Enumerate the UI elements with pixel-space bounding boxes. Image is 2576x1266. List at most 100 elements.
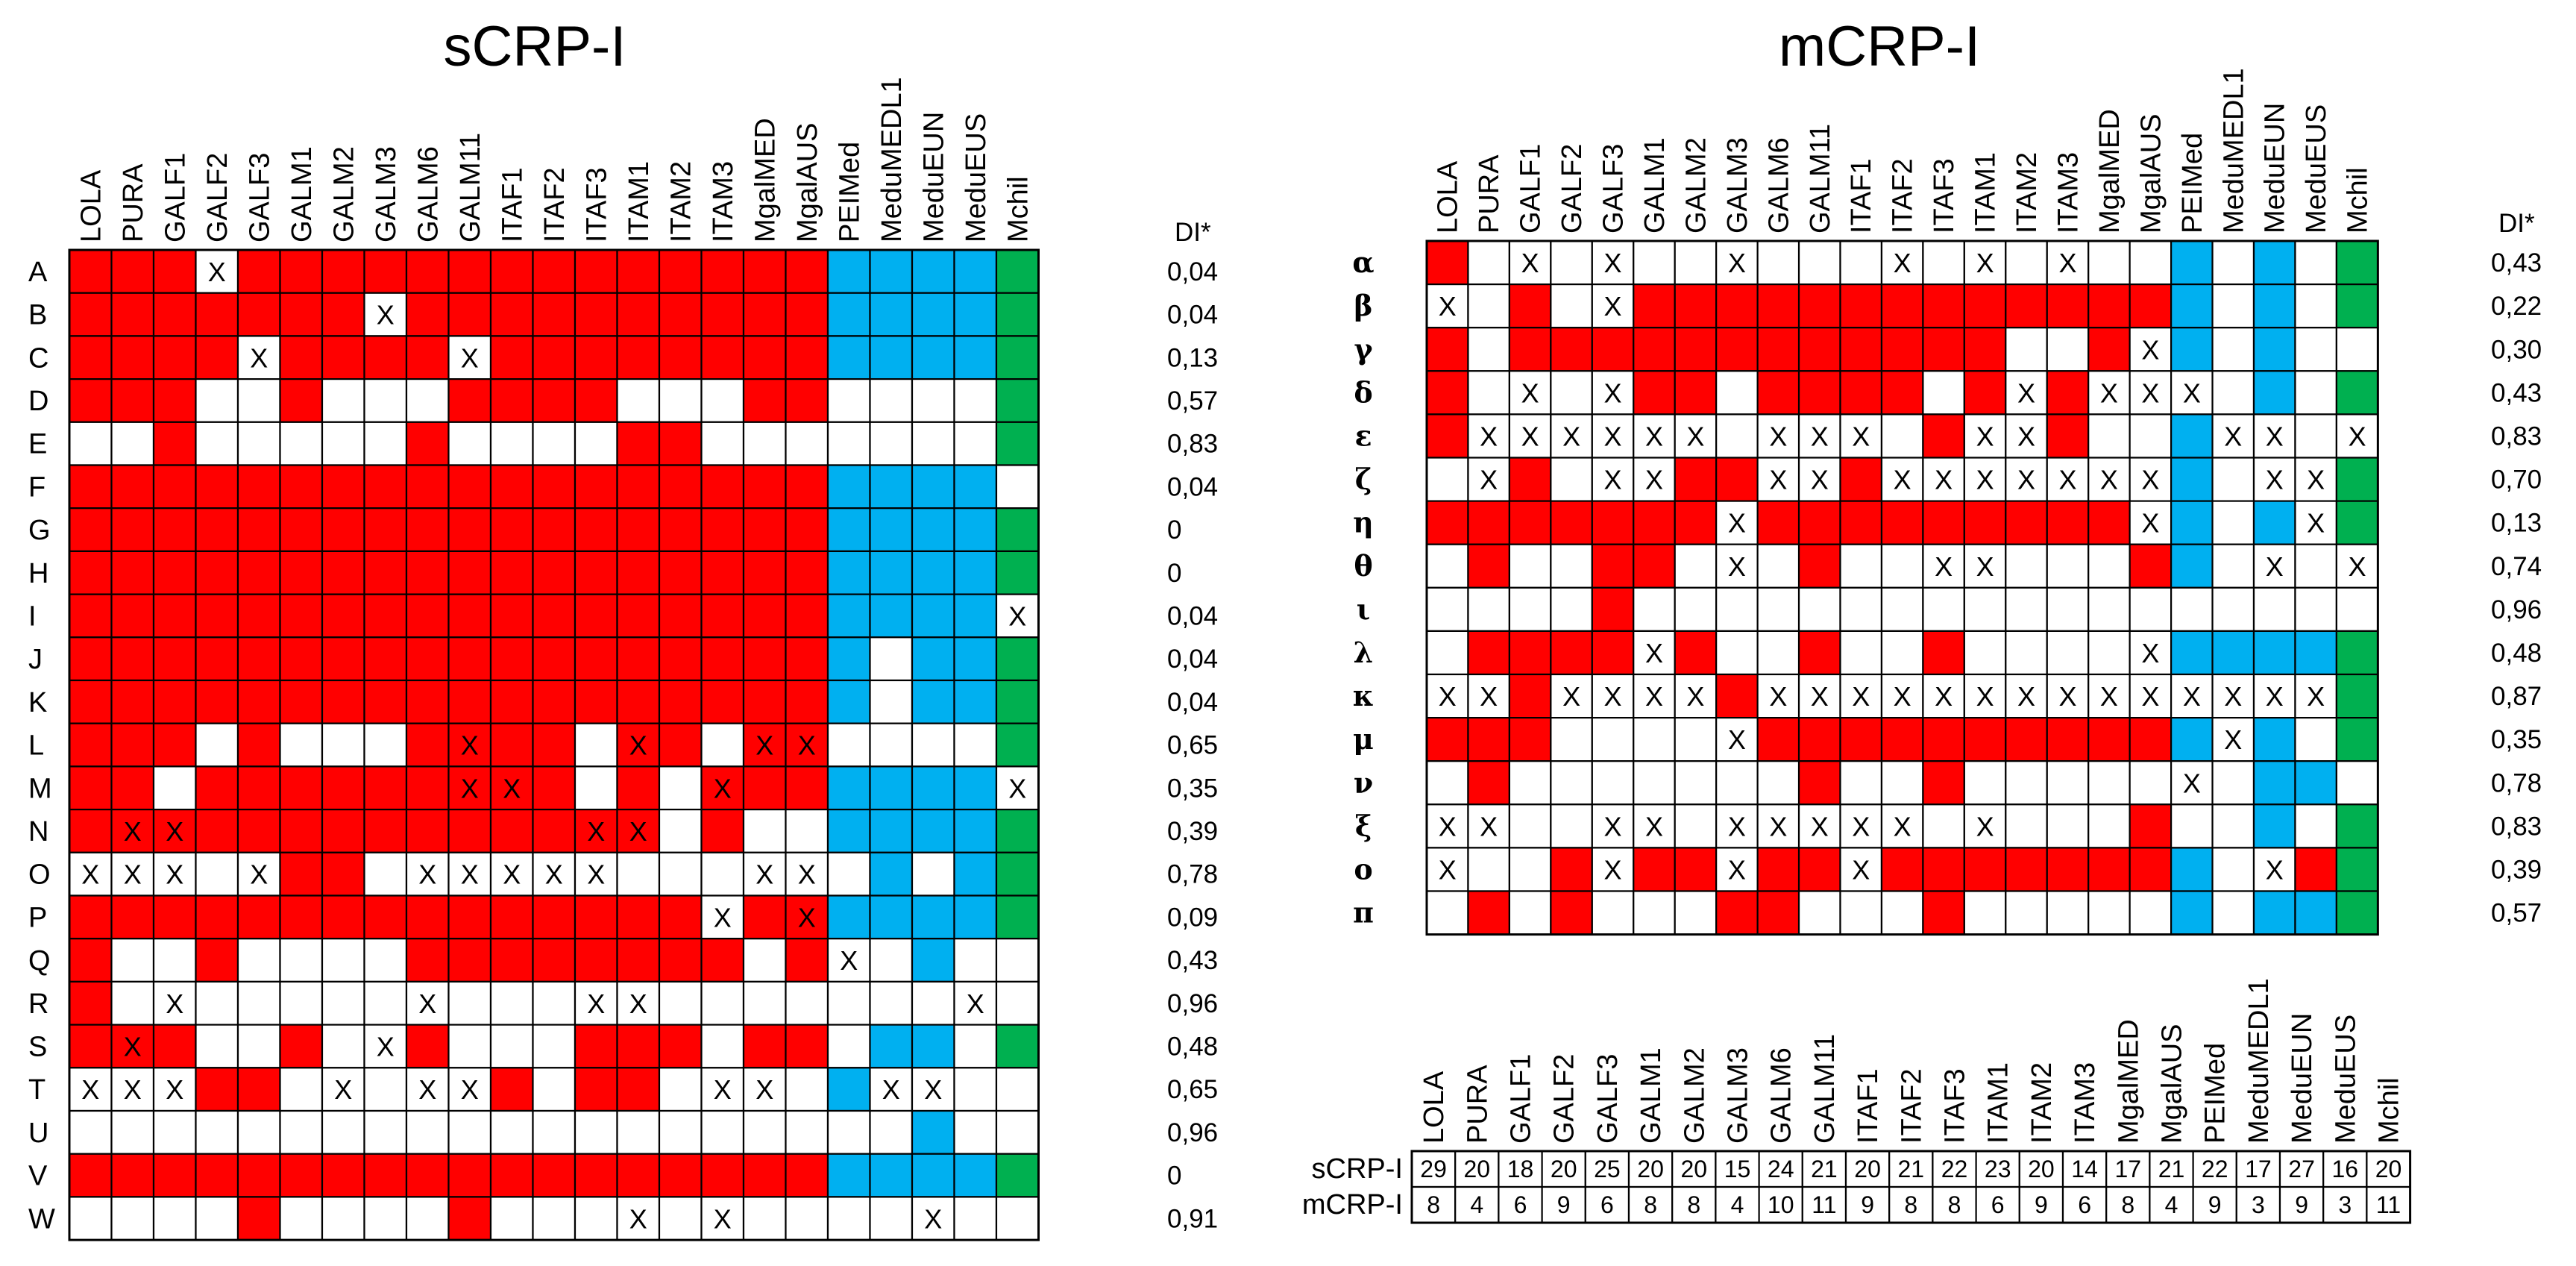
scrp-cell	[574, 292, 618, 337]
scrp-cell	[953, 421, 998, 466]
mcrp-cell	[2129, 760, 2173, 806]
mcrp-column-header: GALM3	[1722, 137, 1753, 234]
mcrp-x-mark: X	[2017, 681, 2035, 712]
scrp-cell	[532, 1153, 577, 1198]
scrp-cell	[489, 335, 534, 380]
mcrp-cell	[1797, 803, 1841, 849]
scrp-cell	[658, 765, 703, 811]
mcrp-x-mark: X	[2058, 681, 2076, 712]
scrp-row-label: L	[28, 730, 44, 762]
mcrp-row-label: μ	[1353, 722, 1374, 756]
scrp-cell	[447, 765, 492, 811]
scrp-cell	[447, 894, 492, 940]
scrp-grid-frame	[68, 248, 1040, 1241]
mcrp-cell	[1715, 803, 1759, 849]
scrp-cell	[447, 292, 492, 337]
mcrp-cell	[1425, 716, 1469, 762]
scrp-cell	[532, 248, 577, 294]
mcrp-cell	[2087, 413, 2131, 459]
scrp-x-mark: X	[250, 859, 268, 890]
scrp-cell	[742, 808, 787, 853]
scrp-cell	[785, 593, 829, 639]
scrp-cell	[742, 550, 787, 595]
scrp-cell	[869, 722, 914, 768]
mcrp-cell	[2046, 543, 2090, 589]
mcrp-cell	[1963, 760, 2007, 806]
scrp-cell	[785, 679, 829, 724]
scrp-cell	[152, 765, 197, 811]
scrp-cell	[110, 335, 155, 380]
scrp-di-value: 0,04	[1167, 257, 1218, 286]
scrp-cell	[236, 808, 281, 853]
mcrp-cell	[1467, 327, 1510, 372]
scrp-cell	[869, 851, 914, 897]
scrp-cell	[532, 1024, 577, 1069]
mcrp-cell	[1839, 716, 1883, 762]
scrp-cell	[616, 464, 661, 510]
mcrp-x-mark: X	[1976, 248, 1994, 278]
mcrp-cell	[2005, 760, 2048, 806]
mcrp-cell	[1674, 543, 1718, 589]
scrp-cell	[279, 421, 324, 466]
scrp-cell	[152, 335, 197, 380]
mcrp-x-mark: X	[2224, 421, 2242, 451]
mcrp-cell	[1550, 283, 1593, 329]
scrp-di-value: 0,96	[1167, 1118, 1218, 1147]
scrp-cell	[363, 378, 408, 423]
scrp-x-mark: X	[714, 1074, 732, 1105]
scrp-x-mark: X	[840, 945, 858, 976]
mcrp-cell	[1633, 239, 1676, 286]
mcrp-cell	[1797, 890, 1841, 936]
counts-value: 21	[1898, 1156, 1925, 1182]
scrp-cell	[700, 507, 745, 553]
counts-column-header: GALM3	[1723, 1047, 1754, 1144]
scrp-cell	[110, 1024, 155, 1069]
mcrp-cell	[1550, 327, 1593, 372]
mcrp-row-label: κ	[1353, 679, 1374, 712]
mcrp-cell	[1880, 847, 1924, 892]
mcrp-x-mark: X	[2017, 465, 2035, 495]
counts-value: 8	[1948, 1191, 1961, 1218]
scrp-cell	[785, 1024, 829, 1069]
mcrp-x-mark: X	[1769, 465, 1787, 495]
mcrp-x-mark: X	[2183, 681, 2201, 712]
scrp-cell	[869, 378, 914, 423]
scrp-cell	[742, 421, 787, 466]
scrp-cell	[826, 1153, 871, 1198]
mcrp-x-mark: X	[1480, 811, 1498, 842]
scrp-di-value: 0,04	[1167, 601, 1218, 630]
scrp-row-label: V	[28, 1161, 48, 1192]
scrp-cell	[279, 550, 324, 595]
mcrp-row-label: α	[1352, 245, 1374, 279]
scrp-row-label: I	[28, 601, 37, 632]
scrp-cell	[489, 765, 534, 811]
scrp-cell	[742, 636, 787, 682]
scrp-cell	[826, 851, 871, 897]
mcrp-cell	[1880, 586, 1924, 632]
scrp-cell	[321, 1109, 365, 1155]
scrp-cell	[742, 938, 787, 983]
counts-column-header: GALM1	[1636, 1047, 1667, 1144]
scrp-cell	[236, 679, 281, 724]
mcrp-cell	[1797, 716, 1841, 762]
scrp-cell	[700, 1153, 745, 1198]
mcrp-cell	[2335, 716, 2379, 762]
scrp-cell	[700, 593, 745, 639]
mcrp-cell	[1591, 630, 1635, 676]
scrp-cell	[658, 1024, 703, 1069]
mcrp-cell	[1425, 500, 1469, 545]
mcrp-cell	[1839, 543, 1883, 589]
counts-column-header: ITAM1	[1983, 1062, 2014, 1144]
scrp-cell	[532, 464, 577, 510]
scrp-cell	[195, 722, 239, 768]
mcrp-x-mark: X	[1976, 681, 1994, 712]
scrp-cell	[236, 1024, 281, 1069]
scrp-x-mark: X	[461, 773, 479, 803]
mcrp-x-mark: X	[1852, 681, 1870, 712]
scrp-cell	[700, 894, 745, 940]
scrp-cell	[110, 679, 155, 724]
scrp-x-mark: X	[81, 859, 99, 890]
counts-value: 20	[1464, 1156, 1491, 1182]
mcrp-cell	[1425, 543, 1469, 589]
mcrp-cell	[1674, 847, 1718, 892]
